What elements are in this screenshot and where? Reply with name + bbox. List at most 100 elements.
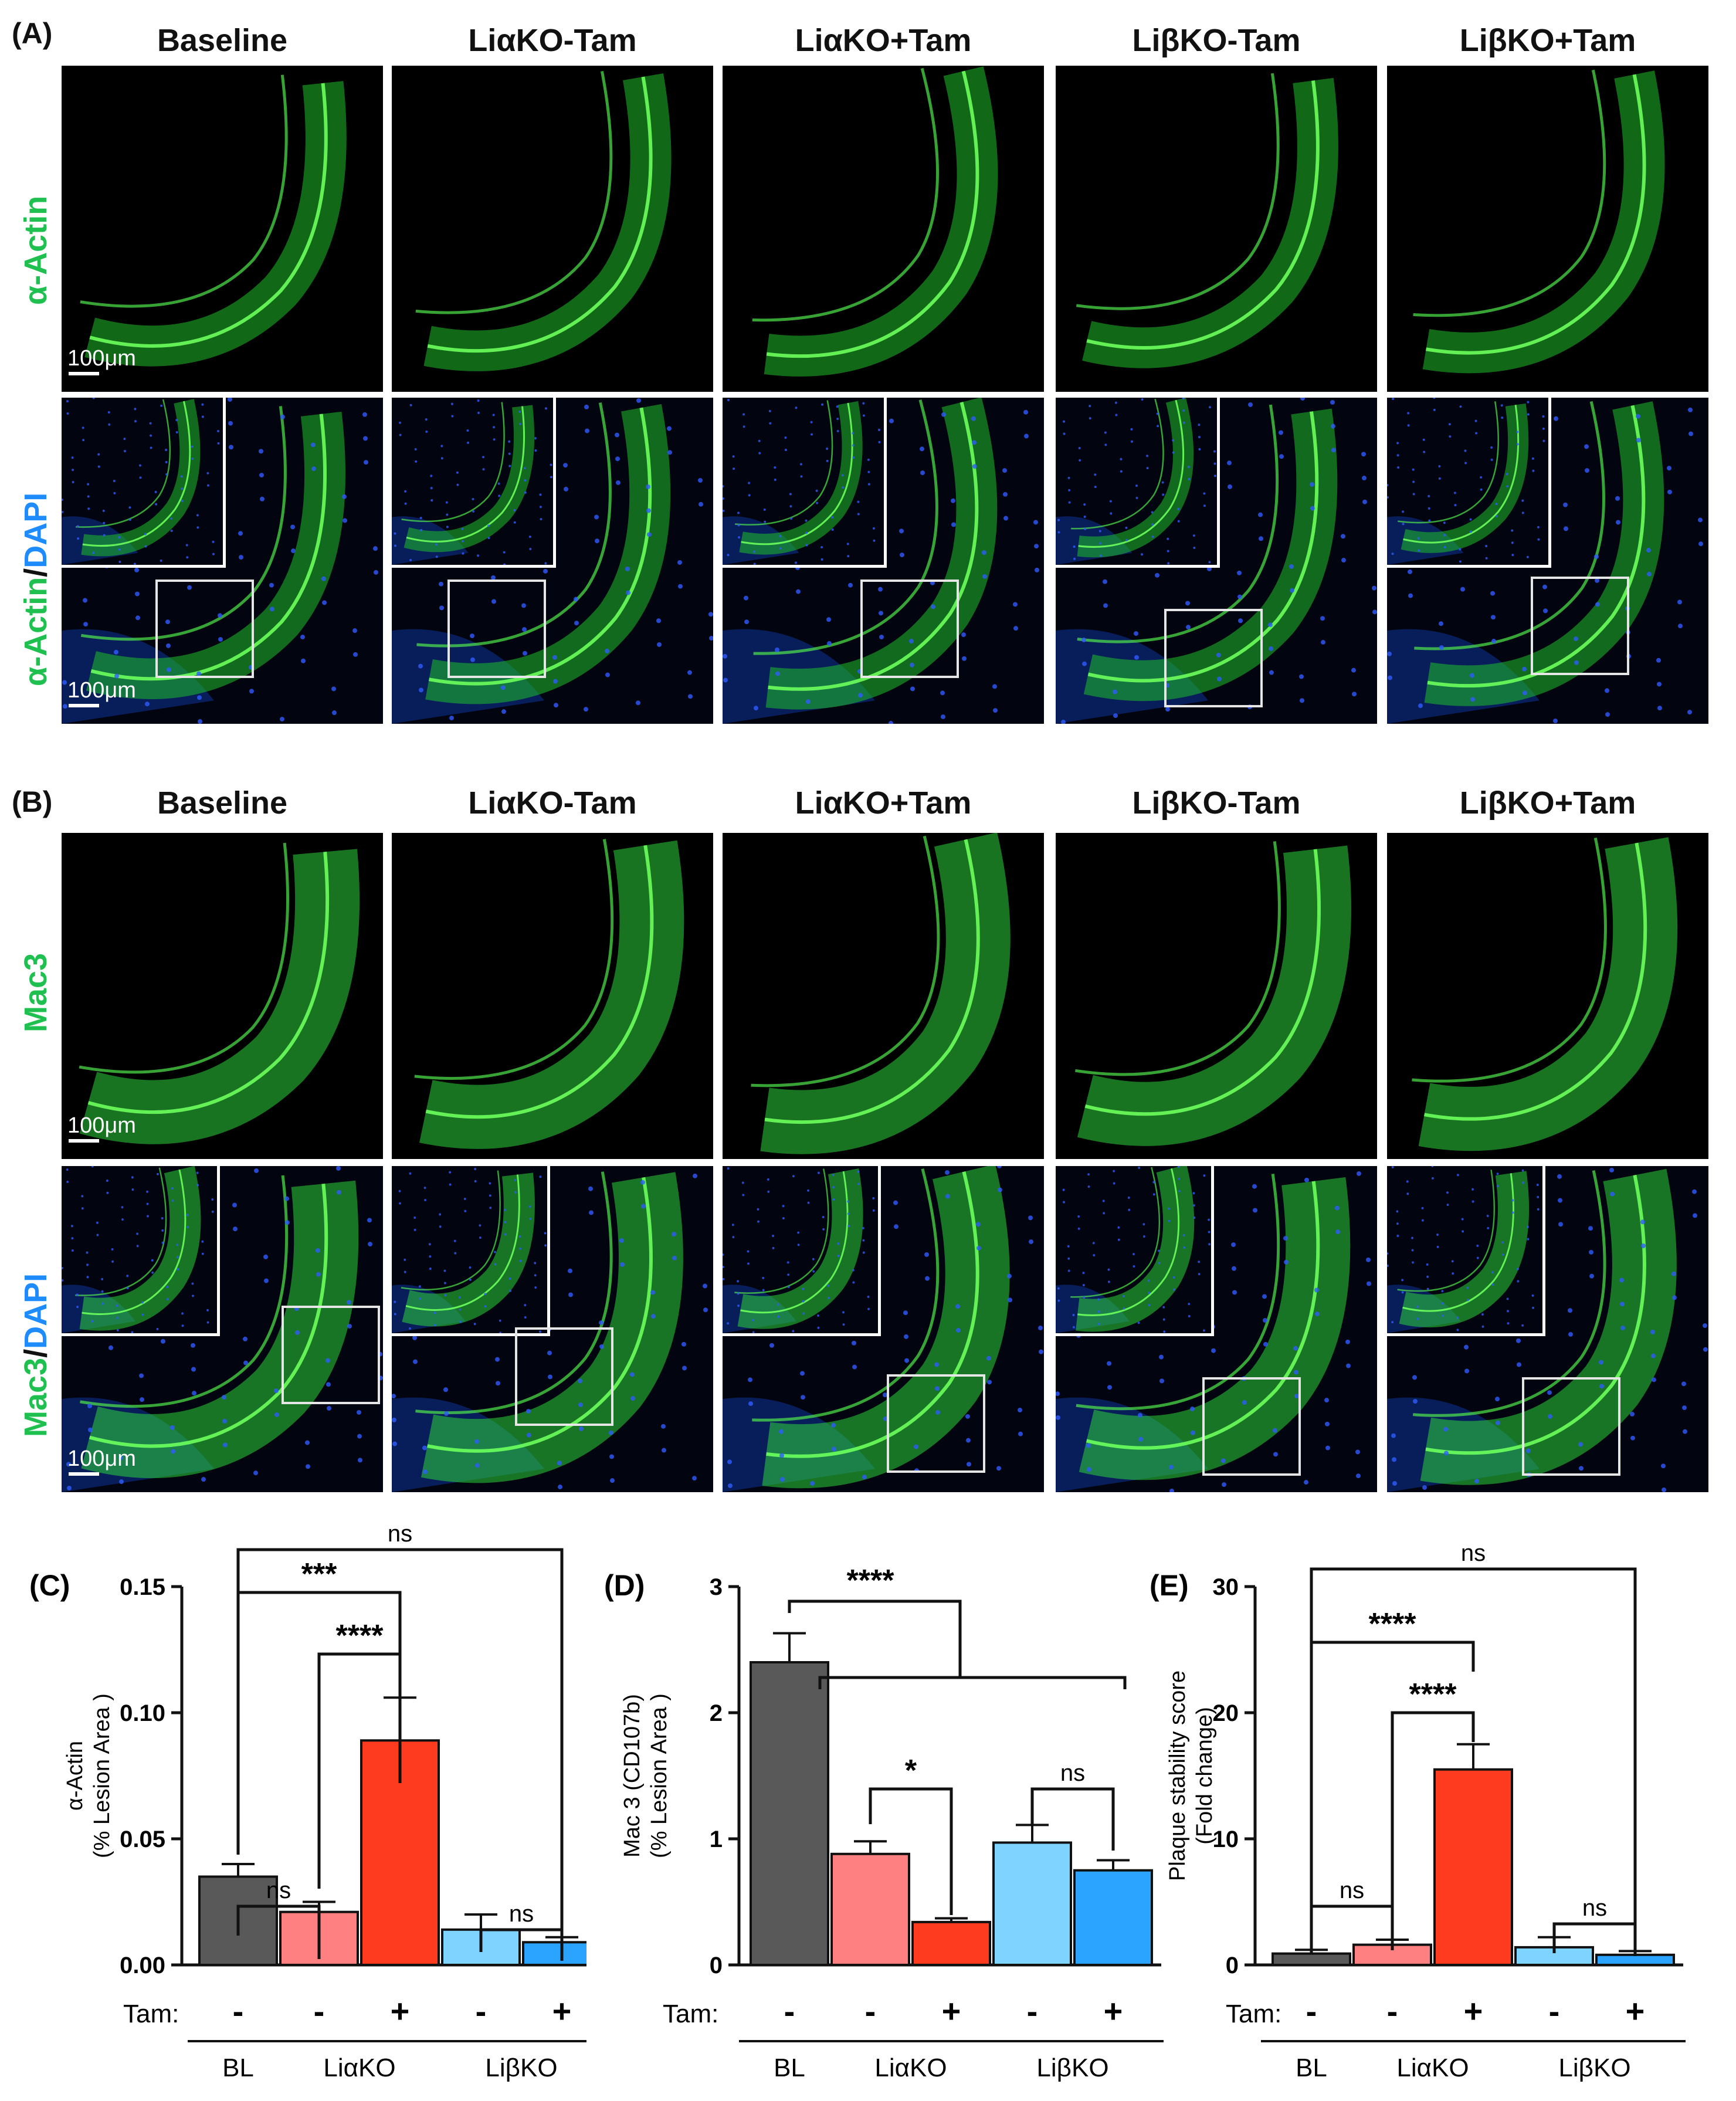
- y-axis-label-line2: (% Lesion Area ): [647, 1693, 672, 1858]
- panel-a-row2-image-5: [1387, 398, 1708, 724]
- panel-b-row2-inset-5: [1387, 1166, 1545, 1336]
- y-tick-label: 2: [710, 1700, 723, 1726]
- panel-a-letter: (A): [12, 17, 53, 50]
- bracket-bl-vs-ko: [788, 1600, 962, 1678]
- panel-b-row1-image-2: [392, 833, 713, 1159]
- group-label-3: LiβKO: [1036, 2053, 1108, 2082]
- panel-b-row1-image-1: 100μm: [62, 833, 383, 1159]
- y-tick-label: 0.15: [120, 1574, 165, 1600]
- panel-b-row2-roi-box-5: [1522, 1377, 1620, 1476]
- panel-b-row2-image-2: [392, 1166, 713, 1492]
- panel-b-row1-scale-label: 100μm: [67, 1113, 136, 1138]
- panel-a-row2-scale-label: 100μm: [67, 678, 136, 703]
- chart-panel-letter: (E): [1150, 1569, 1189, 1602]
- panel-b-row2-scale-label: 100μm: [67, 1446, 136, 1471]
- panel-a-row1-image-4: [1056, 66, 1377, 392]
- tam-sign-5: +: [552, 1992, 572, 2029]
- tam-label: Tam:: [123, 2000, 179, 2028]
- panel-b-row1-image-3: [723, 833, 1044, 1159]
- panel-a-row1-label: α-Actin: [18, 195, 53, 305]
- panel-a-row1-image-1: 100μm: [62, 66, 383, 392]
- panel-a-row2-roi-box-5: [1531, 577, 1629, 675]
- bar-3: [911, 1920, 991, 1967]
- chart-panel-letter: (C): [29, 1569, 70, 1602]
- panel-a-row2-scale-bar: [69, 704, 99, 707]
- tam-sign-2: -: [1387, 1992, 1398, 2029]
- panel-b-row1-image-5: [1387, 833, 1708, 1159]
- tam-sign-4: -: [1549, 1992, 1560, 2029]
- group-label-2: LiαKO: [874, 2053, 947, 2082]
- panel-a-col-header-1: Baseline: [157, 23, 288, 58]
- bracket-bl-vs-a-minus-label: ns: [1340, 1878, 1364, 1903]
- chart-e: (E) 0 10 20 30 Plaque stability score (Fold ch…: [1150, 1540, 1686, 2082]
- panel-a-col-header-5: LiβKO+Tam: [1459, 23, 1636, 58]
- y-tick-label: 1: [710, 1826, 723, 1852]
- panel-b-row2-image-5: [1387, 1166, 1708, 1492]
- panel-b-row2-inset-3: [723, 1166, 881, 1336]
- tam-sign-4: -: [476, 1992, 487, 2029]
- bracket-bl-vs-b-plus: [236, 1548, 564, 1934]
- panel-b-col-header-3: LiαKO+Tam: [795, 785, 972, 821]
- panel-a-row2-inset-3: [723, 398, 887, 568]
- group-label-3: LiβKO: [485, 2053, 557, 2082]
- group-label-1: BL: [1296, 2053, 1327, 2082]
- bar-2: [830, 1852, 910, 1966]
- panel-b-row2-image-3: [723, 1166, 1044, 1492]
- chart-d: (D) 0 1 2 3 Mac 3 (CD107b) (% Lesion Area ) Tam…: [604, 1564, 1164, 2082]
- panel-a-row2-image-4: [1056, 398, 1377, 724]
- group-label-1: BL: [222, 2053, 254, 2082]
- tam-sign-1: -: [233, 1992, 244, 2029]
- bar-1: [750, 1661, 829, 1966]
- bracket-bl-vs-a-plus-label: ****: [1369, 1607, 1417, 1641]
- y-axis-label-line2: (% Lesion Area ): [90, 1693, 114, 1858]
- panel-a-row2-inset-1: [62, 398, 226, 568]
- y-tick-label: 30: [1213, 1574, 1239, 1600]
- panel-b-col-header-1: Baseline: [157, 785, 288, 821]
- panel-a-row1-scale-label: 100μm: [67, 346, 136, 371]
- panel-b-row2-inset-4: [1056, 1166, 1214, 1336]
- tam-sign-1: -: [1306, 1992, 1317, 2029]
- bar-5: [522, 1941, 586, 1966]
- bracket-a-minus-vs-a-plus: [1391, 1711, 1475, 1950]
- panel-a-col-header-3: LiαKO+Tam: [795, 23, 972, 58]
- bar-3: [1433, 1768, 1513, 1966]
- y-axis-label-line2: (Fold change): [1192, 1707, 1217, 1844]
- panel-b-row2-scale-bar: [69, 1472, 99, 1476]
- y-tick-label: 3: [710, 1574, 723, 1600]
- panel-a-row2-image-1: 100μm: [62, 398, 383, 724]
- tam-sign-4: -: [1027, 1992, 1038, 2029]
- bracket-bl-vs-a-plus-label: ***: [301, 1557, 337, 1591]
- tam-label: Tam:: [1226, 2000, 1281, 2028]
- panel-b-row2-roi-box-2: [515, 1327, 613, 1426]
- bracket-b-minus-vs-b-plus: [1030, 1787, 1115, 1851]
- panel-b-row2-inset-2: [392, 1166, 550, 1336]
- tam-sign-2: -: [314, 1992, 325, 2029]
- panel-b-row1-scale-bar: [69, 1139, 99, 1143]
- panel-b-row1-label: Mac3: [18, 953, 53, 1032]
- bracket-b-minus-vs-b-plus-label: ns: [509, 1901, 534, 1927]
- panel-b-letter: (B): [12, 785, 53, 818]
- bracket-bl-vs-b-plus-label: ns: [1461, 1540, 1486, 1566]
- panel-a-row2-roi-box-1: [155, 580, 254, 678]
- bar-5: [1595, 1953, 1675, 1966]
- group-label-2: LiαKO: [323, 2053, 395, 2082]
- panel-a-col-header-2: LiαKO-Tam: [468, 23, 637, 58]
- bracket-b-minus-vs-b-plus-label: ns: [1060, 1760, 1085, 1786]
- bracket-bl-vs-a-minus: [236, 1905, 321, 1959]
- bar-1: [1272, 1952, 1351, 1967]
- tam-sign-5: +: [1626, 1992, 1645, 2029]
- tam-label: Tam:: [663, 2000, 718, 2028]
- panel-b-row2-roi-box-4: [1202, 1377, 1301, 1476]
- y-tick-label: 0.00: [120, 1953, 165, 1978]
- panel-a-row2-image-2: [392, 398, 713, 724]
- bracket-bl-vs-ko-label: ****: [847, 1564, 895, 1598]
- panel-a-row2-roi-box-2: [447, 580, 546, 678]
- y-tick-label: 0.10: [120, 1700, 165, 1726]
- panel-b-row2-image-1: 100μm: [62, 1166, 383, 1492]
- panel-a-col-header-4: LiβKO-Tam: [1132, 23, 1301, 58]
- chart-panel-letter: (D): [604, 1569, 645, 1602]
- panel-a-row2-roi-box-4: [1164, 609, 1263, 707]
- bracket-bl-vs-b-plus-label: ns: [388, 1521, 412, 1547]
- panel-b-row2-roi-box-3: [887, 1374, 985, 1473]
- panel-a-row2-inset-5: [1387, 398, 1551, 568]
